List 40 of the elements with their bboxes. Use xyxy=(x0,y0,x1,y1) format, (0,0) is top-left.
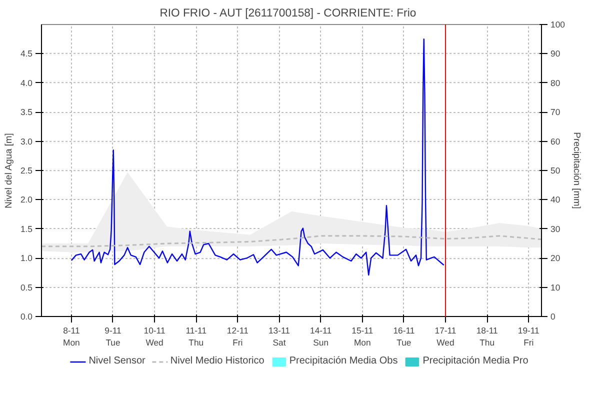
x-tick-label: 12-11 Fri xyxy=(226,326,249,348)
x-tick-label: 10-11 Wed xyxy=(144,326,166,348)
y-tick-label: 2.0 xyxy=(20,194,33,205)
x-tick-label: 15-11 Mon xyxy=(352,326,374,348)
y2-axis-title: Precipitación [mm] xyxy=(572,132,582,209)
x-tick-label: 8-11 Mon xyxy=(63,326,80,348)
y-tick-label: 1.5 xyxy=(20,224,33,234)
y-tick-label: 4.5 xyxy=(20,48,33,59)
y2-tick-label: 0 xyxy=(550,312,556,322)
y-tick-label: 0.5 xyxy=(20,282,33,292)
x-tick-label: 16-11 Tue xyxy=(393,326,415,348)
x-tick-label: 13-11 Sat xyxy=(268,326,290,348)
y2-tick-label: 40 xyxy=(550,194,560,205)
y2-tick-label: 60 xyxy=(550,136,560,146)
y-axis-title: Nivel del Agua [m] xyxy=(3,133,14,208)
x-tick-label: 14-11 Sun xyxy=(310,326,332,348)
legend-label: Precipitación Media Pro xyxy=(422,356,528,366)
chart-title: RIO FRIO - AUT [2611700158] - CORRIENTE: Frio xyxy=(160,8,416,20)
x-tick-label: 19-11 Fri xyxy=(518,326,540,348)
y-tick-label: 4.0 xyxy=(20,78,33,88)
x-tick-label: 18-11 Thu xyxy=(476,326,498,348)
y-tick-label: 3.5 xyxy=(20,107,33,118)
y2-tick-label: 30 xyxy=(550,224,560,234)
y2-tick-label: 50 xyxy=(550,166,560,176)
x-tick-label: 11-11 Thu xyxy=(186,326,207,348)
x-tick-label: 17-11 Wed xyxy=(434,326,456,348)
legend-label: Precipitación Media Obs xyxy=(289,356,398,366)
y2-tick-label: 10 xyxy=(550,282,560,292)
y2-tick-label: 80 xyxy=(550,78,560,88)
y2-tick-label: 100 xyxy=(550,20,566,30)
y-tick-label: 0.0 xyxy=(20,312,33,322)
legend-label: Nivel Medio Historico xyxy=(170,356,264,366)
y-tick-label: 2.5 xyxy=(20,166,33,176)
x-tick-label: 9-11 Tue xyxy=(104,326,122,348)
y2-tick-label: 90 xyxy=(550,48,560,59)
y2-tick-label: 20 xyxy=(550,253,560,264)
y-tick-label: 3.0 xyxy=(20,136,33,146)
y-tick-label: 1.0 xyxy=(20,253,33,264)
legend-label: Nivel Sensor xyxy=(88,356,146,366)
y2-tick-label: 70 xyxy=(550,107,560,118)
